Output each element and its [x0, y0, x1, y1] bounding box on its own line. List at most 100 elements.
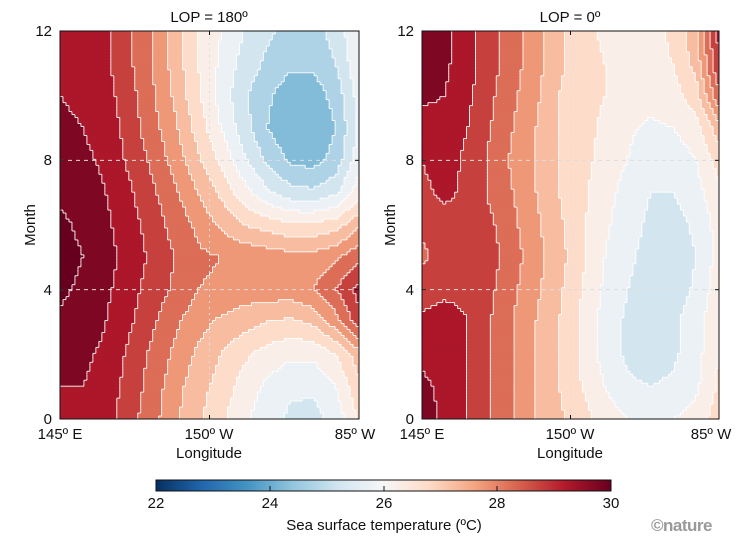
- contour-cell: [326, 153, 345, 157]
- contour-cell: [60, 362, 91, 366]
- contour-cell: [692, 233, 714, 238]
- contour-cell: [422, 114, 471, 119]
- contour-cell: [597, 341, 622, 345]
- contour-cell: [537, 204, 563, 208]
- contour-cell: [188, 105, 205, 110]
- contour-cell: [92, 156, 124, 160]
- contour-cell: [110, 39, 133, 44]
- contour-cell: [60, 344, 100, 348]
- contour-cell: [116, 266, 145, 271]
- contour-cell: [203, 114, 220, 119]
- contour-cell: [674, 365, 702, 369]
- contour-cell: [263, 159, 288, 163]
- contour-cell: [445, 84, 474, 89]
- contour-cell: [275, 192, 339, 196]
- contour-cell: [579, 365, 601, 369]
- contour-cell: [134, 195, 160, 199]
- contour-cell: [472, 84, 497, 89]
- contour-cell: [62, 96, 118, 101]
- contour-cell: [606, 245, 640, 250]
- contour-cell: [713, 60, 719, 65]
- contour-cell: [597, 356, 625, 360]
- contour-cell: [650, 192, 676, 196]
- contour-cell: [218, 42, 240, 47]
- contour-cell: [140, 132, 163, 137]
- contour-cell: [272, 102, 330, 107]
- contour-cell: [281, 177, 330, 181]
- contour-cell: [332, 135, 345, 140]
- contour-cell: [116, 257, 148, 262]
- contour-cell: [701, 186, 719, 190]
- contour-cell: [233, 102, 249, 107]
- contour-cell: [60, 323, 106, 328]
- contour-cell: [585, 269, 604, 274]
- contour-cell: [537, 198, 563, 202]
- contour-cell: [233, 192, 252, 196]
- contour-cell: [517, 207, 539, 211]
- contour-cell: [353, 216, 359, 220]
- contour-cell: [119, 132, 142, 137]
- contour-cell: [269, 374, 327, 378]
- contour-cell: [514, 359, 536, 363]
- contour-cell: [179, 198, 202, 202]
- contour-cell: [710, 225, 719, 229]
- contour-cell: [713, 233, 719, 238]
- contour-cell: [356, 126, 359, 131]
- contour-cell: [716, 174, 719, 178]
- contour-cell: [71, 111, 118, 116]
- contour-cell: [320, 368, 342, 372]
- contour-cell: [215, 150, 232, 154]
- contour-cell: [543, 66, 566, 71]
- contour-cell: [689, 287, 711, 292]
- contour-cell: [155, 192, 181, 196]
- contour-cell: [490, 350, 515, 354]
- contour-cell: [647, 198, 679, 202]
- contour-cell: [143, 266, 175, 271]
- contour-cell: [329, 39, 348, 44]
- contour-cell: [80, 260, 118, 265]
- contour-cell: [594, 141, 634, 146]
- contour-cell: [508, 159, 536, 163]
- contour-cell: [716, 371, 719, 375]
- contour-cell: [242, 39, 270, 44]
- contour-cell: [701, 66, 708, 71]
- contour-cell: [677, 78, 696, 83]
- contour-cell: [215, 156, 232, 160]
- contour-cell: [579, 377, 604, 381]
- contour-cell: [422, 210, 491, 214]
- contour-cell: [60, 150, 94, 154]
- contour-cell: [215, 93, 232, 98]
- contour-cell: [170, 84, 187, 89]
- contour-cell: [422, 177, 429, 181]
- contour-cell: [209, 272, 324, 277]
- contour-cell: [629, 150, 690, 154]
- contour-cell: [591, 165, 625, 169]
- contour-cell: [104, 326, 133, 331]
- contour-cell: [701, 63, 708, 68]
- contour-cell: [558, 126, 598, 131]
- contour-cell: [422, 338, 468, 342]
- contour-cell: [86, 138, 124, 143]
- contour-cell: [60, 245, 82, 250]
- contour-cell: [60, 404, 118, 408]
- contour-cell: [197, 63, 220, 68]
- contour-cell: [200, 75, 217, 80]
- contour-cell: [152, 45, 169, 50]
- contour-cell: [487, 177, 512, 181]
- contour-cell: [534, 141, 560, 146]
- contour-cell: [110, 45, 133, 50]
- contour-cell: [341, 162, 351, 166]
- contour-cell: [707, 99, 717, 104]
- contour-cell: [60, 42, 112, 47]
- contour-cell: [466, 326, 491, 331]
- contour-cell: [626, 365, 676, 369]
- contour-cell: [704, 141, 719, 146]
- contour-cell: [323, 84, 342, 89]
- contour-cell: [191, 222, 217, 226]
- contour-cell: [597, 323, 622, 328]
- contour-cell: [558, 150, 595, 154]
- contour-cell: [422, 162, 462, 166]
- contour-cell: [558, 341, 581, 345]
- contour-cell: [606, 81, 679, 86]
- contour-cell: [95, 350, 127, 354]
